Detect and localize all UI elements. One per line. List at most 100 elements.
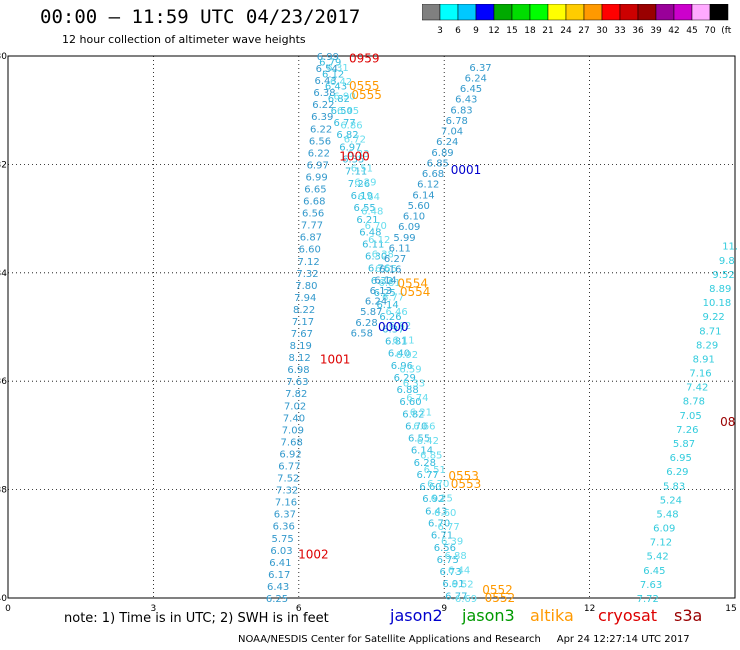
page-title: 00:00 – 11:59 UTC 04/23/2017 (40, 6, 361, 28)
wave-height-value: 6.12 (417, 180, 439, 191)
wave-height-value: 6.92 (422, 494, 444, 505)
wave-height-value: 6.43 (455, 95, 477, 106)
wave-height-value: 6.31 (326, 63, 348, 74)
wave-height-value: 6.79 (319, 57, 341, 68)
wave-height-value: 6.75 (437, 555, 459, 566)
wave-height-value: 6.39 (441, 537, 463, 548)
x-tick-label: 15 (725, 604, 736, 614)
wave-height-value: 7.17 (292, 317, 314, 328)
wave-height-value: 6.42 (417, 436, 439, 447)
wave-height-value: 6.25 (431, 494, 453, 505)
wave-height-value: 6.70 (428, 518, 450, 529)
wave-height-value: 6.09 (398, 222, 420, 233)
wave-height-value: 5.87 (360, 307, 382, 318)
scale-label: 39 (650, 26, 662, 36)
wave-height-value: 8.78 (683, 397, 705, 408)
wave-height-value: 6.95 (670, 453, 692, 464)
wave-height-value: 6.70 (405, 421, 427, 432)
scale-label: 33 (614, 26, 625, 36)
x-tick-label: 3 (151, 604, 157, 614)
pass-time-label: 0552 (485, 591, 516, 605)
wave-height-value: 6.21 (410, 407, 432, 418)
scale-label: 70 (704, 26, 716, 36)
wave-height-value: 8.89 (709, 284, 731, 295)
wave-height-value: 6.28 (414, 458, 436, 469)
wave-height-value: 6.60 (399, 397, 421, 408)
wave-height-value: 6.42 (330, 77, 352, 88)
y-tick-label: -34 (0, 269, 7, 279)
wave-height-value: 6.48 (359, 227, 381, 238)
wave-height-value: 6.09 (653, 524, 675, 535)
pass-time-label: 1000 (339, 149, 370, 163)
wave-height-value: 6.55 (354, 203, 376, 214)
wave-height-value: 6.59 (399, 364, 421, 375)
wave-height-value: 6.13 (370, 286, 392, 297)
wave-height-value: 6.19 (351, 191, 373, 202)
wave-height-value: 6.37 (469, 63, 491, 74)
wave-height-value: 6.14 (374, 275, 396, 286)
wave-height-value: 6.37 (382, 324, 404, 335)
wave-height-value: 6.81 (385, 336, 407, 347)
wave-height-value: 7.02 (284, 401, 306, 412)
x-tick-label: 9 (441, 604, 447, 614)
wave-height-value: 7.52 (277, 474, 299, 485)
wave-height-value: 6.22 (310, 124, 332, 135)
pass-time-label: 0553 (448, 469, 479, 483)
wave-height-value: 6.89 (431, 148, 453, 159)
wave-height-value: 7.04 (441, 127, 463, 138)
wave-height-value: 6.14 (412, 190, 434, 201)
credit-line: NOAA/NESDIS Center for Satellite Applica… (238, 634, 690, 645)
wave-height-value: 6.54 (316, 64, 338, 75)
page-subtitle: 12 hour collection of altimeter wave hei… (62, 33, 306, 46)
wave-height-value: 6.11 (362, 239, 384, 250)
wave-height-value: 6.32 (371, 276, 393, 287)
wave-height-value: 5.75 (272, 534, 294, 545)
wave-height-value: 6.55 (408, 434, 430, 445)
wave-height-value: 6.85 (427, 158, 449, 169)
legend-jason3: jason3 (462, 606, 515, 625)
wave-height-value: 6.38 (372, 249, 394, 260)
y-tick-label: -38 (0, 486, 7, 496)
pass-time-label: 0554 (397, 277, 428, 291)
wave-height-value: 6.22 (308, 148, 330, 159)
wave-height-value: 8.71 (699, 326, 721, 337)
wave-height-value: 6.56 (309, 136, 331, 147)
pass-time-label: 1001 (320, 353, 351, 367)
scale-label: (ft) (721, 26, 732, 36)
wave-height-value: 9.52 (712, 270, 734, 281)
wave-height-value: 6.99 (317, 52, 339, 63)
wave-height-value: 6.52 (451, 580, 473, 591)
wave-height-value: 6.29 (394, 373, 416, 384)
wave-height-value: 7.40 (283, 413, 305, 424)
wave-height-value: 8.29 (696, 340, 718, 351)
wave-height-value: 6.68 (422, 169, 444, 180)
wave-height-value: 6.76 (368, 264, 390, 275)
wave-height-value: 6.21 (356, 215, 378, 226)
scale-label: 45 (686, 26, 697, 36)
scale-label: 30 (596, 26, 608, 36)
wave-height-value: 6.72 (344, 135, 366, 146)
wave-height-value: 6.24 (365, 297, 387, 308)
wave-height-value: 6.90 (333, 92, 355, 103)
legend-cryosat: cryosat (598, 606, 658, 625)
wave-height-value: 6.77 (382, 293, 404, 304)
wave-height-value: 6.92 (279, 449, 301, 460)
footer-note: note: 1) Time is in UTC; 2) SWH is in fe… (64, 611, 329, 626)
wave-height-value: 6.56 (434, 543, 456, 554)
wave-height-value: 6.85 (420, 450, 442, 461)
wave-height-value: 6.50 (331, 106, 353, 117)
wave-height-value: 7.11 (345, 167, 367, 178)
wave-height-value: 7.12 (650, 538, 672, 549)
wave-height-value: 6.64 (358, 192, 380, 203)
wave-height-value: 6.88 (444, 551, 466, 562)
wave-height-value: 7.63 (286, 377, 308, 388)
wave-height-value: 7.63 (640, 580, 662, 591)
wave-height-value: 6.12 (368, 235, 390, 246)
wave-height-value: 6.51 (351, 163, 373, 174)
wave-height-value: 6.26 (379, 312, 401, 323)
pass-time-label: 0554 (400, 285, 431, 299)
wave-height-value: 5.48 (656, 509, 678, 520)
wave-height-value: 6.24 (436, 137, 458, 148)
